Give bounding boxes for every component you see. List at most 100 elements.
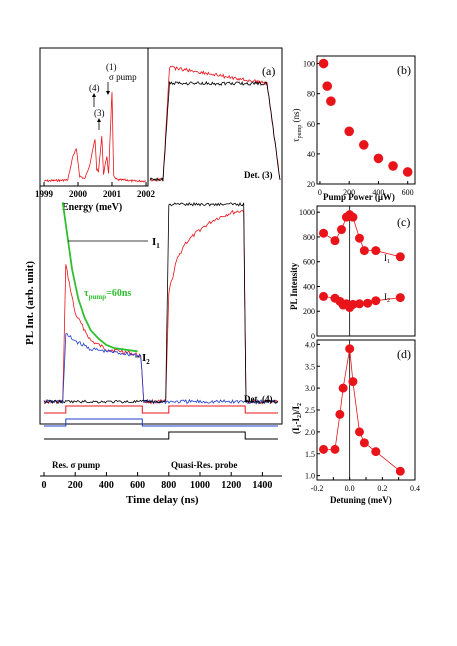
- x-tick-label: 200: [343, 188, 355, 197]
- data-point: [373, 153, 384, 164]
- panel-d-ylabel: (I1-I2)/I2: [291, 403, 303, 434]
- x-tick-label: 400: [372, 188, 384, 197]
- data-point: [395, 293, 405, 303]
- data-point: [344, 126, 354, 137]
- x-tick-label: -0.2: [311, 484, 324, 493]
- y-tick-label: 2.0: [305, 428, 315, 437]
- tau-annotation: τpump=60ns: [84, 288, 131, 301]
- inset-spectrum: [43, 92, 146, 183]
- x-tick-label: 0.4: [410, 484, 420, 493]
- y-tick-label: 1.5: [305, 450, 315, 459]
- panel-b-frame: [316, 55, 416, 185]
- y-tick-label: 1000: [299, 208, 315, 217]
- main-x-tick-label: 0: [42, 480, 47, 491]
- y-tick-label: 1.0: [305, 472, 315, 481]
- probe-label: Quasi-Res. probe: [171, 460, 237, 470]
- panel-b-ylabel: τpump (ns): [291, 108, 303, 142]
- data-point: [363, 298, 373, 308]
- y-tick-label: 20: [307, 180, 315, 189]
- data-point: [319, 291, 329, 301]
- panel-d: (d) 1.0 1.5 2.0 2.5 3.0 3.5 4.0 -0.2 0.0 0.2 0.4 D…: [291, 339, 420, 505]
- data-point: [395, 252, 405, 262]
- inset-x-tick-label: 2002: [137, 189, 156, 199]
- panel-d-frame: [316, 339, 416, 481]
- y-tick-label: 80: [307, 90, 315, 99]
- panel-d-plot: 1.0 1.5 2.0 2.5 3.0 3.5 4.0 -0.2 0.0 0.2 0.4: [305, 340, 420, 493]
- main-ylabel: PL Int. (arb. unit): [24, 261, 36, 345]
- data-point: [319, 228, 329, 238]
- y-tick-label: 3.5: [305, 362, 315, 371]
- panel-b-plot: 20 40 60 80 100 0 200 400 600: [303, 58, 414, 197]
- main-x-tick-label: 400: [99, 480, 114, 491]
- data-point: [359, 246, 369, 256]
- main-x-tick-label: 600: [130, 480, 145, 491]
- arrow-p4-head: [92, 93, 96, 97]
- panel-b-label: (b): [397, 63, 411, 77]
- data-point: [345, 344, 355, 354]
- panel-c-i2-label: I2: [384, 292, 390, 304]
- panel-c: (c) 0 200 400 600 800 1000 PL Intensity I1 I2: [289, 205, 416, 341]
- main-x-tick-label: 800: [161, 480, 176, 491]
- data-point: [354, 233, 364, 243]
- y-tick-label: 2.5: [305, 406, 315, 415]
- inset-x-tick-label: 2001: [103, 189, 122, 199]
- main-x-tick-label: 1400: [252, 480, 272, 491]
- x-tick-label: 0: [318, 188, 322, 197]
- panel-c-label: (c): [397, 215, 410, 229]
- pulse-sequence: [44, 405, 278, 440]
- panel-b-xlabel: Pump Power (μW): [323, 192, 395, 202]
- main-x-axis: 0 200 400 600 800 1000 1200 1400: [40, 472, 282, 491]
- inset-trace-0: [149, 65, 281, 182]
- y-tick-label: 4.0: [305, 340, 315, 349]
- i1-label: I1: [152, 236, 160, 250]
- data-point: [330, 444, 340, 454]
- trace-red: [43, 209, 279, 405]
- inset-energy-plot: [43, 92, 146, 183]
- panel-c-ylabel: PL Intensity: [289, 262, 299, 310]
- x-tick-label: 0.2: [377, 484, 387, 493]
- data-point: [402, 167, 413, 177]
- pump-label: Res. σ pump: [52, 460, 100, 470]
- pulse-1: [44, 418, 278, 427]
- inset-x-tick-label: 1999: [35, 189, 54, 199]
- data-point: [348, 377, 358, 387]
- pulse-2: [44, 431, 278, 440]
- inset-energy-xlabel: Energy (meV): [62, 202, 122, 213]
- arrow-p1-head: [106, 91, 110, 95]
- panel-a-label: (a): [262, 64, 275, 78]
- inset-energy-frame: [39, 47, 149, 187]
- inset-label-p4: (4): [89, 83, 100, 93]
- data-point: [371, 246, 381, 256]
- y-tick-label: 200: [303, 307, 315, 316]
- main-traces: [43, 201, 279, 405]
- main-x-tick-label: 1000: [190, 480, 210, 491]
- data-point: [354, 299, 364, 309]
- y-tick-label: 60: [307, 120, 315, 129]
- panel-d-label: (d): [397, 347, 411, 361]
- panel-a-frame: [39, 47, 283, 425]
- main-xlabel: Time delay (ns): [126, 494, 199, 506]
- panel-b: (b) 20 40 60 80 100 0 200 400 600 Pump Power (μW…: [291, 55, 416, 202]
- data-point: [354, 427, 364, 437]
- data-point: [359, 140, 369, 150]
- data-point: [322, 81, 333, 91]
- y-tick-label: 3.0: [305, 384, 315, 393]
- inset-trace-1: [149, 80, 281, 182]
- arrow-p3-head: [97, 118, 101, 122]
- y-tick-label: 600: [303, 258, 315, 267]
- data-point: [395, 466, 405, 476]
- y-tick-label: 40: [307, 150, 315, 159]
- panel-a: (a) (1) σ pump (4) (3) 1999 2000 2001 2002 …: [24, 47, 283, 506]
- data-point: [359, 438, 369, 448]
- panel-c-i1-label: I1: [384, 253, 390, 265]
- i2-label: I2: [142, 352, 150, 366]
- data-point: [371, 447, 381, 457]
- det4-label: Det. (4): [244, 394, 273, 404]
- trace-blue: [43, 333, 279, 405]
- y-tick-label: 400: [303, 282, 315, 291]
- trace-black: [43, 201, 279, 404]
- panel-c-plot: 0 200 400 600 800 1000: [299, 206, 405, 341]
- panel-c-frame: [316, 205, 416, 337]
- data-point: [319, 444, 329, 454]
